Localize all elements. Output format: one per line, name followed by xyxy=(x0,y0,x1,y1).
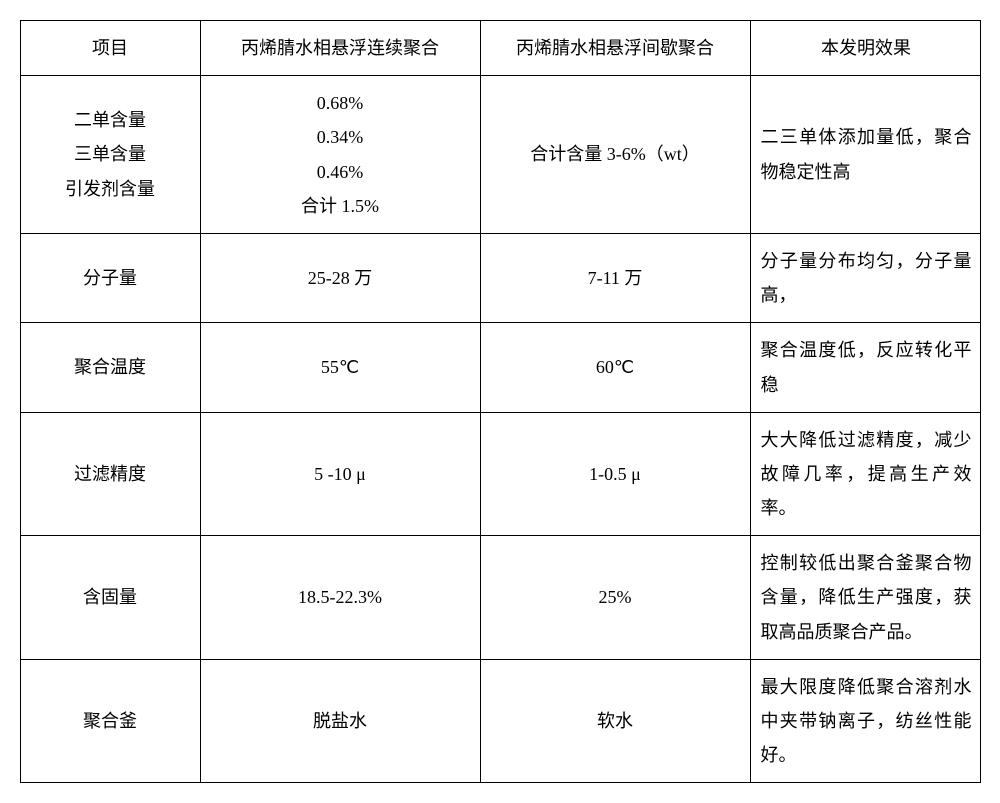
cell-effect: 聚合温度低，反应转化平稳 xyxy=(750,323,980,412)
table-row: 含固量 18.5-22.3% 25% 控制较低出聚合釜聚合物含量，降低生产强度，… xyxy=(20,536,980,660)
table-header-row: 项目 丙烯腈水相悬浮连续聚合 丙烯腈水相悬浮间歇聚合 本发明效果 xyxy=(20,21,980,76)
cell-continuous: 18.5-22.3% xyxy=(200,536,480,660)
table-row: 过滤精度 5 -10 μ 1-0.5 μ 大大降低过滤精度，减少故障几率，提高生… xyxy=(20,412,980,536)
cell-continuous: 25-28 万 xyxy=(200,233,480,322)
col-header-item: 项目 xyxy=(20,21,200,76)
cell-batch: 60℃ xyxy=(480,323,750,412)
cell-item: 含固量 xyxy=(20,536,200,660)
cell-effect: 二三单体添加量低，聚合物稳定性高 xyxy=(750,76,980,234)
cell-effect: 分子量分布均匀，分子量高， xyxy=(750,233,980,322)
cell-continuous: 脱盐水 xyxy=(200,659,480,783)
cell-batch: 1-0.5 μ xyxy=(480,412,750,536)
cell-continuous: 0.68% 0.34% 0.46% 合计 1.5% xyxy=(200,76,480,234)
cell-batch: 7-11 万 xyxy=(480,233,750,322)
cell-effect: 最大限度降低聚合溶剂水中夹带钠离子，纺丝性能好。 xyxy=(750,659,980,783)
cell-batch: 25% xyxy=(480,536,750,660)
cell-item: 过滤精度 xyxy=(20,412,200,536)
comparison-table: 项目 丙烯腈水相悬浮连续聚合 丙烯腈水相悬浮间歇聚合 本发明效果 二单含量 三单… xyxy=(20,20,981,783)
table-row: 聚合釜 脱盐水 软水 最大限度降低聚合溶剂水中夹带钠离子，纺丝性能好。 xyxy=(20,659,980,783)
col-header-batch: 丙烯腈水相悬浮间歇聚合 xyxy=(480,21,750,76)
col-header-continuous: 丙烯腈水相悬浮连续聚合 xyxy=(200,21,480,76)
table-row: 二单含量 三单含量 引发剂含量 0.68% 0.34% 0.46% 合计 1.5… xyxy=(20,76,980,234)
cell-effect: 控制较低出聚合釜聚合物含量，降低生产强度，获取高品质聚合产品。 xyxy=(750,536,980,660)
cell-item: 分子量 xyxy=(20,233,200,322)
table-row: 分子量 25-28 万 7-11 万 分子量分布均匀，分子量高， xyxy=(20,233,980,322)
cell-continuous: 5 -10 μ xyxy=(200,412,480,536)
cell-item: 二单含量 三单含量 引发剂含量 xyxy=(20,76,200,234)
cell-batch: 合计含量 3-6%（wt） xyxy=(480,76,750,234)
cell-effect: 大大降低过滤精度，减少故障几率，提高生产效率。 xyxy=(750,412,980,536)
cell-continuous: 55℃ xyxy=(200,323,480,412)
cell-item: 聚合釜 xyxy=(20,659,200,783)
table-row: 聚合温度 55℃ 60℃ 聚合温度低，反应转化平稳 xyxy=(20,323,980,412)
cell-item: 聚合温度 xyxy=(20,323,200,412)
cell-batch: 软水 xyxy=(480,659,750,783)
col-header-effect: 本发明效果 xyxy=(750,21,980,76)
